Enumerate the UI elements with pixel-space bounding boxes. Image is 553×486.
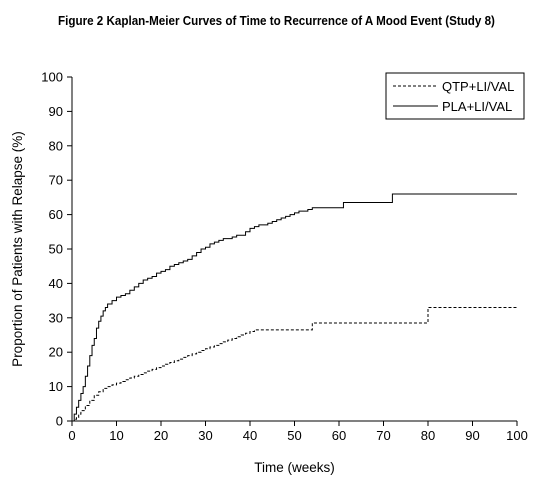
x-tick-label: 90 [465, 428, 479, 443]
y-ticks: 0 10 20 30 40 50 60 70 80 90 100 [41, 70, 72, 429]
y-tick-label: 20 [49, 345, 63, 360]
y-tick-label: 10 [49, 379, 63, 394]
legend-label-2: PLA+LI/VAL [442, 99, 512, 114]
legend-box [385, 72, 525, 120]
x-tick-label: 60 [332, 428, 346, 443]
series-line-2 [72, 193, 517, 422]
y-tick-label: 30 [49, 310, 63, 325]
y-tick-label: 80 [49, 138, 63, 153]
x-tick-label: 50 [287, 428, 301, 443]
x-tick-label: 10 [109, 428, 123, 443]
y-tick-label: 70 [49, 173, 63, 188]
figure-title: Figure 2 Kaplan-Meier Curves of Time to … [58, 14, 495, 28]
y-axis-label: Proportion of Patients with Relapse (%) [10, 131, 25, 367]
x-tick-label: 40 [243, 428, 257, 443]
x-tick-label: 100 [506, 428, 528, 443]
series-line-1 [72, 306, 517, 422]
x-ticks: 0 10 20 30 40 50 60 70 80 90 100 [68, 421, 528, 443]
y-tick-label: 100 [41, 70, 63, 85]
series-group [72, 193, 517, 422]
x-tick-label: 20 [154, 428, 168, 443]
x-tick-label: 0 [68, 428, 75, 443]
x-tick-label: 30 [198, 428, 212, 443]
y-tick-label: 50 [49, 242, 63, 257]
axes [71, 77, 517, 422]
y-tick-label: 90 [49, 104, 63, 119]
y-tick-label: 60 [49, 207, 63, 222]
legend: QTP+LI/VAL PLA+LI/VAL [385, 72, 525, 120]
legend-label-1: QTP+LI/VAL [442, 79, 514, 94]
y-tick-label: 40 [49, 276, 63, 291]
x-tick-label: 80 [421, 428, 435, 443]
y-tick-label: 0 [56, 414, 63, 429]
x-axis-label: Time (weeks) [254, 460, 335, 475]
x-tick-label: 70 [376, 428, 390, 443]
